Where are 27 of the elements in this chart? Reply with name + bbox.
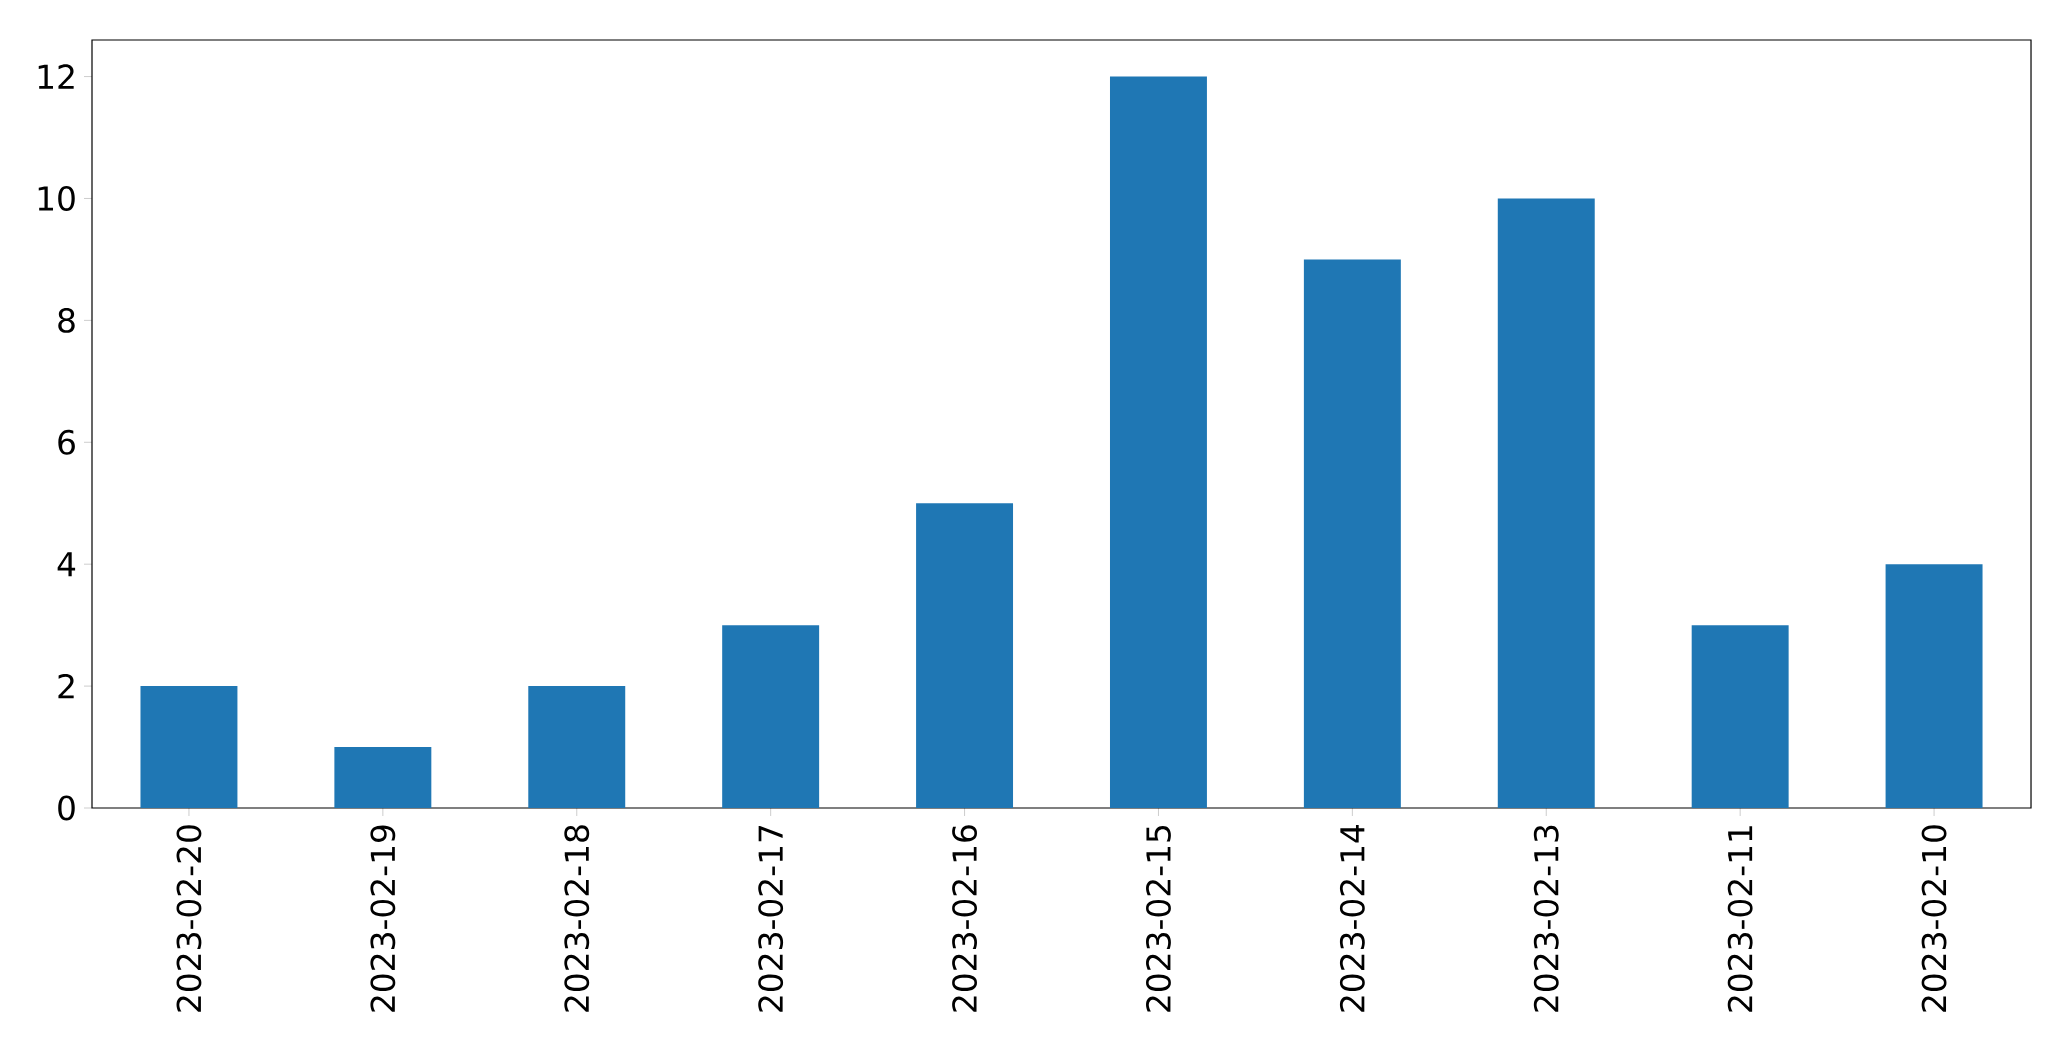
bar [1885, 564, 1983, 808]
x-tick-label: 2023-02-20 [176, 825, 202, 1012]
bar [1497, 198, 1595, 808]
x-tick-label: 2023-02-13 [1533, 825, 1559, 1012]
y-tick-label: 2 [58, 673, 74, 699]
bar [1109, 76, 1207, 808]
bar [140, 686, 238, 808]
x-tick-label: 2023-02-15 [1146, 825, 1171, 1012]
x-tick-label: 2023-02-14 [1339, 824, 1365, 1012]
bar [334, 747, 432, 808]
bar [916, 503, 1014, 808]
y-tick-label: 10 [38, 186, 75, 211]
bar [528, 686, 626, 808]
x-tick-label: 2023-02-19 [370, 825, 396, 1012]
x-tick-label: 2023-02-10 [1921, 825, 1947, 1012]
x-tick-label: 2023-02-11 [1727, 826, 1753, 1012]
y-tick-label: 12 [38, 64, 74, 89]
y-tick-label: 0 [58, 795, 75, 821]
bar [1691, 625, 1789, 808]
x-tick-label: 2023-02-18 [564, 825, 590, 1012]
bar [722, 625, 820, 808]
y-tick-label: 8 [58, 307, 75, 333]
y-tick-label: 4 [57, 552, 76, 577]
x-tick-label: 2023-02-17 [758, 825, 784, 1012]
x-tick-label: 2023-02-16 [952, 825, 977, 1012]
bar [1303, 259, 1401, 808]
y-tick-label: 6 [58, 429, 75, 455]
